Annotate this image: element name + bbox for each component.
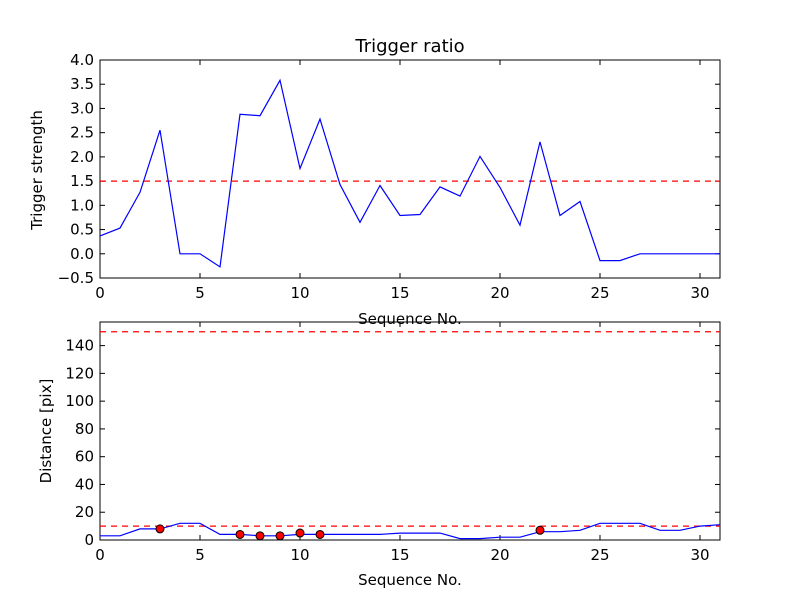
y-tick-label: 0.5 <box>70 221 94 239</box>
y-tick-label: 3.0 <box>70 99 94 117</box>
data-point-marker <box>255 531 265 541</box>
y-axis-label: Trigger strength <box>28 110 46 231</box>
x-tick-label: 0 <box>95 546 105 564</box>
x-tick-label: 10 <box>290 284 309 302</box>
y-tick-label: 100 <box>65 392 94 410</box>
x-tick-label: 10 <box>290 546 309 564</box>
y-tick-label: 1.5 <box>70 172 94 190</box>
y-tick-label: 4.0 <box>70 51 94 69</box>
x-axis-label: Sequence No. <box>358 571 462 589</box>
data-point-marker <box>155 524 165 534</box>
data-point-marker <box>295 528 305 538</box>
x-tick-label: 30 <box>690 546 709 564</box>
data-point-marker <box>275 531 285 541</box>
series-line <box>99 78 720 268</box>
y-tick-label: 0 <box>84 531 94 549</box>
trigger-ratio-panel: Trigger ratio Sequence No. Trigger stren… <box>28 36 721 328</box>
y-tick-label: 80 <box>75 420 94 438</box>
x-tick-label: 20 <box>490 546 509 564</box>
x-tick-label: 15 <box>390 546 409 564</box>
data-point-marker <box>235 529 245 539</box>
y-tick-label: 3.5 <box>70 75 94 93</box>
chart-title: Trigger ratio <box>354 36 464 57</box>
y-tick-label: 60 <box>75 448 94 466</box>
series-line <box>100 522 721 540</box>
y-tick-label: 120 <box>65 364 94 382</box>
axes-frame <box>99 321 721 541</box>
x-tick-label: 25 <box>590 284 609 302</box>
y-axis-label: Distance [pix] <box>37 379 55 484</box>
x-tick-label: 5 <box>195 546 205 564</box>
distance-panel: Sequence No. Distance [pix] 0 5 10 15 20 25 30… <box>37 321 721 589</box>
x-tick-label: 20 <box>490 284 509 302</box>
y-tick-label: 20 <box>75 503 94 521</box>
y-tick-label: 2.0 <box>70 148 94 166</box>
x-tick-label: 0 <box>95 284 105 302</box>
x-tick-label: 15 <box>390 284 409 302</box>
y-tick-label: 40 <box>75 475 94 493</box>
y-tick-label: 140 <box>65 337 94 355</box>
axes-frame <box>99 59 721 279</box>
x-tick-label: 5 <box>195 284 205 302</box>
x-tick-label: 25 <box>590 546 609 564</box>
y-tick-label: 0.0 <box>70 245 94 263</box>
x-axis-label: Sequence No. <box>358 310 462 328</box>
y-tick-label: −0.5 <box>58 269 94 287</box>
y-tick-label: 1.0 <box>70 196 94 214</box>
data-point-marker <box>315 529 325 539</box>
data-point-marker <box>535 525 545 535</box>
x-tick-label: 30 <box>690 284 709 302</box>
y-tick-label: 2.5 <box>70 124 94 142</box>
